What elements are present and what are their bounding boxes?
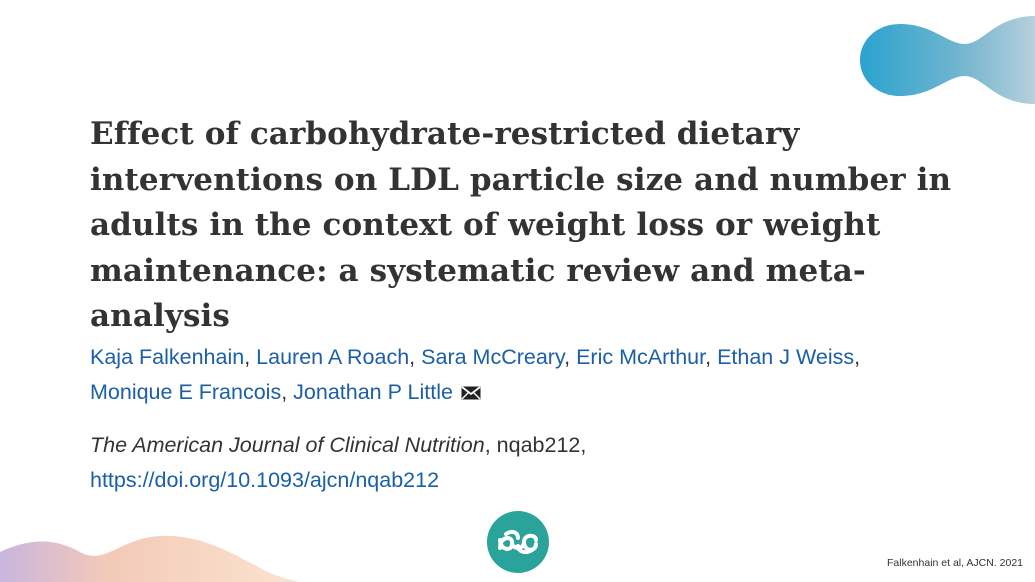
title-line: analysis xyxy=(90,298,230,334)
title-line: maintenance: a systematic review and met… xyxy=(90,252,866,289)
top-right-blob-decoration xyxy=(860,16,1035,104)
title-line: adults in the context of weight loss or … xyxy=(90,207,881,243)
author-link[interactable]: Monique E Francois xyxy=(90,380,282,404)
author-separator: , xyxy=(244,345,251,369)
author-separator: , xyxy=(705,345,712,369)
author-separator: , xyxy=(564,345,571,369)
author-list: Kaja Falkenhain, Lauren A Roach, Sara Mc… xyxy=(90,340,950,410)
author-separator: , xyxy=(409,345,416,369)
title-line: Effect of carbohydrate-restricted dietar… xyxy=(90,116,800,152)
author-link[interactable]: Sara McCreary xyxy=(421,345,565,369)
journal-name: The American Journal of Clinical Nutriti… xyxy=(90,433,485,457)
cropped-text-fade xyxy=(90,500,480,512)
doi-link[interactable]: https://doi.org/10.1093/ajcn/nqab212 xyxy=(90,468,440,492)
author-link[interactable]: Lauren A Roach xyxy=(256,345,410,369)
author-link[interactable]: Jonathan P Little xyxy=(293,380,453,404)
author-link[interactable]: Kaja Falkenhain xyxy=(90,345,245,369)
author-link[interactable]: Eric McArthur xyxy=(576,345,706,369)
chain-link-logo-icon xyxy=(487,511,549,573)
citation-block: The American Journal of Clinical Nutriti… xyxy=(90,428,950,498)
envelope-icon[interactable] xyxy=(461,386,481,400)
author-separator: , xyxy=(281,380,288,404)
article-title: Effect of carbohydrate-restricted dietar… xyxy=(90,112,990,340)
bottom-left-wave-decoration xyxy=(0,535,300,582)
article-id: , nqab212, xyxy=(484,433,587,457)
author-link[interactable]: Ethan J Weiss xyxy=(717,345,855,369)
title-line: interventions on LDL particle size and n… xyxy=(90,161,952,198)
source-footnote: Falkenhain et al, AJCN. 2021 xyxy=(887,557,1023,569)
author-separator: , xyxy=(854,345,861,369)
